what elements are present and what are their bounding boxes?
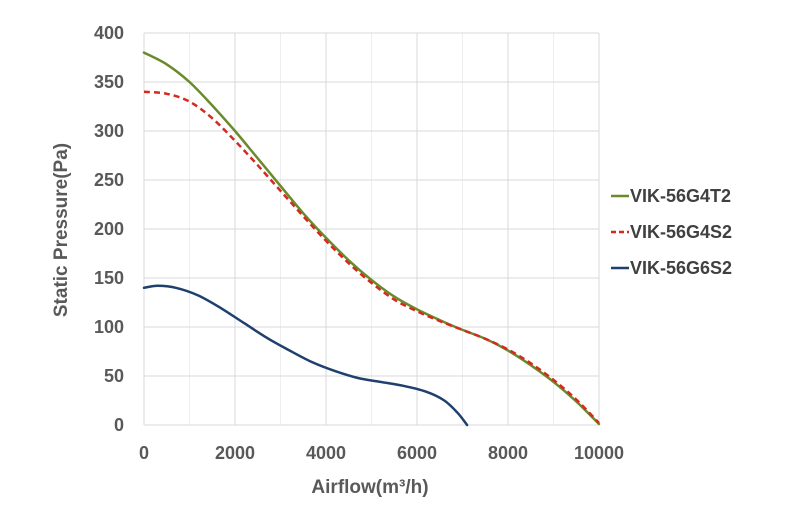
y-tick-label: 50 (104, 366, 124, 386)
x-tick-labels: 0 2000 4000 6000 8000 10000 (139, 443, 624, 463)
legend: VIK-56G4T2 VIK-56G4S2 VIK-56G6S2 (611, 186, 732, 278)
x-tick-label: 4000 (306, 443, 346, 463)
y-tick-labels: 0 50 100 150 200 250 300 350 400 (94, 23, 124, 435)
x-tick-label: 8000 (488, 443, 528, 463)
series-layer (142, 51, 601, 427)
y-tick-label: 400 (94, 23, 124, 43)
y-tick-label: 150 (94, 268, 124, 288)
y-tick-label: 250 (94, 170, 124, 190)
legend-label: VIK-56G4T2 (630, 186, 731, 206)
series-line-vik-56g4t2 (142, 51, 601, 426)
series-line-vik-56g4s2 (143, 90, 600, 424)
legend-label: VIK-56G6S2 (630, 258, 732, 278)
y-tick-label: 300 (94, 121, 124, 141)
x-axis-title: Airflow(m³/h) (311, 477, 428, 498)
y-tick-label: 0 (114, 415, 124, 435)
y-tick-label: 350 (94, 72, 124, 92)
x-tick-label: 6000 (397, 443, 437, 463)
y-axis-title: Static Pressure(Pa) (51, 143, 72, 317)
major-grid (143, 32, 600, 426)
series-line-vik-56g6s2 (142, 284, 469, 427)
y-tick-label: 200 (94, 219, 124, 239)
x-tick-label: 10000 (574, 443, 624, 463)
x-tick-label: 0 (139, 443, 149, 463)
legend-label: VIK-56G4S2 (630, 222, 732, 242)
y-tick-label: 100 (94, 317, 124, 337)
x-tick-label: 2000 (215, 443, 255, 463)
